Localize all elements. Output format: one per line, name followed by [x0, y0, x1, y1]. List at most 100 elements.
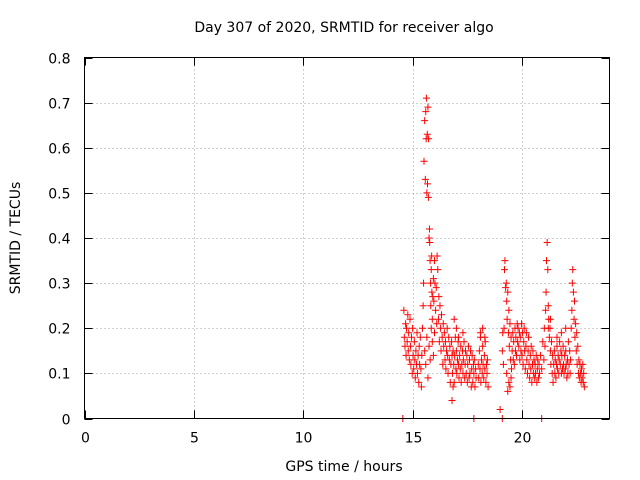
data-point	[446, 342, 454, 350]
data-point	[578, 365, 585, 373]
y-tick-label: 0.2	[48, 322, 70, 338]
data-point	[569, 288, 577, 296]
data-point	[431, 279, 439, 287]
data-point	[568, 279, 576, 287]
data-point	[549, 378, 557, 386]
data-point	[443, 324, 451, 332]
data-point	[433, 320, 441, 328]
data-point	[579, 360, 587, 368]
data-point	[428, 315, 436, 323]
data-point	[456, 351, 464, 359]
data-point	[571, 297, 578, 305]
data-point	[443, 347, 451, 355]
data-point	[561, 365, 569, 373]
data-point	[432, 306, 440, 314]
chart-title: Day 307 of 2020, SRMTID for receiver alg…	[194, 20, 493, 36]
data-point	[580, 383, 588, 391]
y-tick-label: 0	[62, 413, 71, 429]
data-point	[421, 117, 429, 125]
data-point	[469, 378, 477, 386]
data-point	[406, 342, 414, 350]
data-point	[561, 351, 569, 359]
data-point	[479, 324, 487, 332]
data-point	[421, 175, 429, 183]
data-point	[405, 329, 413, 337]
data-point	[572, 347, 580, 355]
data-point	[516, 356, 524, 364]
data-point	[415, 342, 423, 350]
data-point	[578, 374, 586, 382]
data-point	[523, 369, 531, 377]
data-point	[569, 266, 577, 274]
data-point	[478, 356, 486, 364]
data-point	[501, 266, 508, 274]
data-point	[424, 374, 432, 382]
data-point	[435, 293, 443, 301]
data-point	[433, 252, 441, 260]
data-point	[520, 338, 528, 346]
data-point	[518, 320, 526, 328]
data-point	[423, 189, 431, 197]
data-point	[417, 365, 425, 373]
data-point	[483, 360, 491, 368]
data-point	[527, 365, 535, 373]
x-tick-label: 5	[190, 431, 199, 447]
data-point	[424, 103, 432, 111]
data-point	[533, 378, 541, 386]
data-point	[403, 338, 411, 346]
data-point	[413, 369, 421, 377]
data-point	[429, 351, 437, 359]
data-point	[575, 356, 583, 364]
data-point	[553, 333, 561, 341]
data-point	[509, 356, 517, 364]
data-point	[567, 356, 575, 364]
data-point	[536, 369, 543, 377]
data-point	[402, 320, 410, 328]
plot-frame	[84, 57, 610, 419]
data-point	[545, 333, 553, 341]
data-point	[410, 338, 418, 346]
data-point	[426, 356, 434, 364]
y-tick-label: 0.8	[48, 52, 70, 68]
data-point	[557, 329, 565, 337]
data-point	[542, 288, 550, 296]
data-point	[448, 396, 456, 404]
data-point	[541, 342, 549, 350]
data-point	[544, 324, 552, 332]
data-point	[465, 374, 473, 382]
data-point	[540, 356, 548, 364]
y-tick-label: 0.5	[48, 187, 70, 203]
data-point	[505, 342, 513, 350]
data-point	[500, 324, 508, 332]
data-point	[481, 333, 489, 341]
data-point	[534, 356, 542, 364]
data-point	[564, 338, 572, 346]
data-point	[543, 239, 551, 247]
data-point	[440, 329, 448, 337]
data-point	[520, 324, 528, 332]
data-point	[404, 311, 412, 319]
data-point	[552, 374, 560, 382]
data-point	[559, 342, 567, 350]
data-point	[455, 333, 463, 341]
data-point	[409, 324, 417, 332]
data-point	[506, 320, 514, 328]
data-point	[439, 320, 447, 328]
data-point	[568, 306, 576, 314]
data-point	[430, 297, 438, 305]
data-point	[435, 338, 443, 346]
data-point	[421, 347, 429, 355]
data-point	[503, 315, 511, 323]
data-point	[504, 288, 512, 296]
data-point	[496, 405, 504, 413]
y-tick-label: 0.4	[48, 232, 70, 248]
data-point	[566, 369, 574, 377]
data-point	[525, 333, 533, 341]
data-point	[503, 369, 511, 377]
x-axis-title: GPS time / hours	[285, 459, 402, 475]
data-point	[537, 351, 545, 359]
data-point	[426, 239, 434, 247]
data-point	[470, 356, 478, 364]
data-point	[413, 329, 421, 337]
data-point	[445, 356, 453, 364]
